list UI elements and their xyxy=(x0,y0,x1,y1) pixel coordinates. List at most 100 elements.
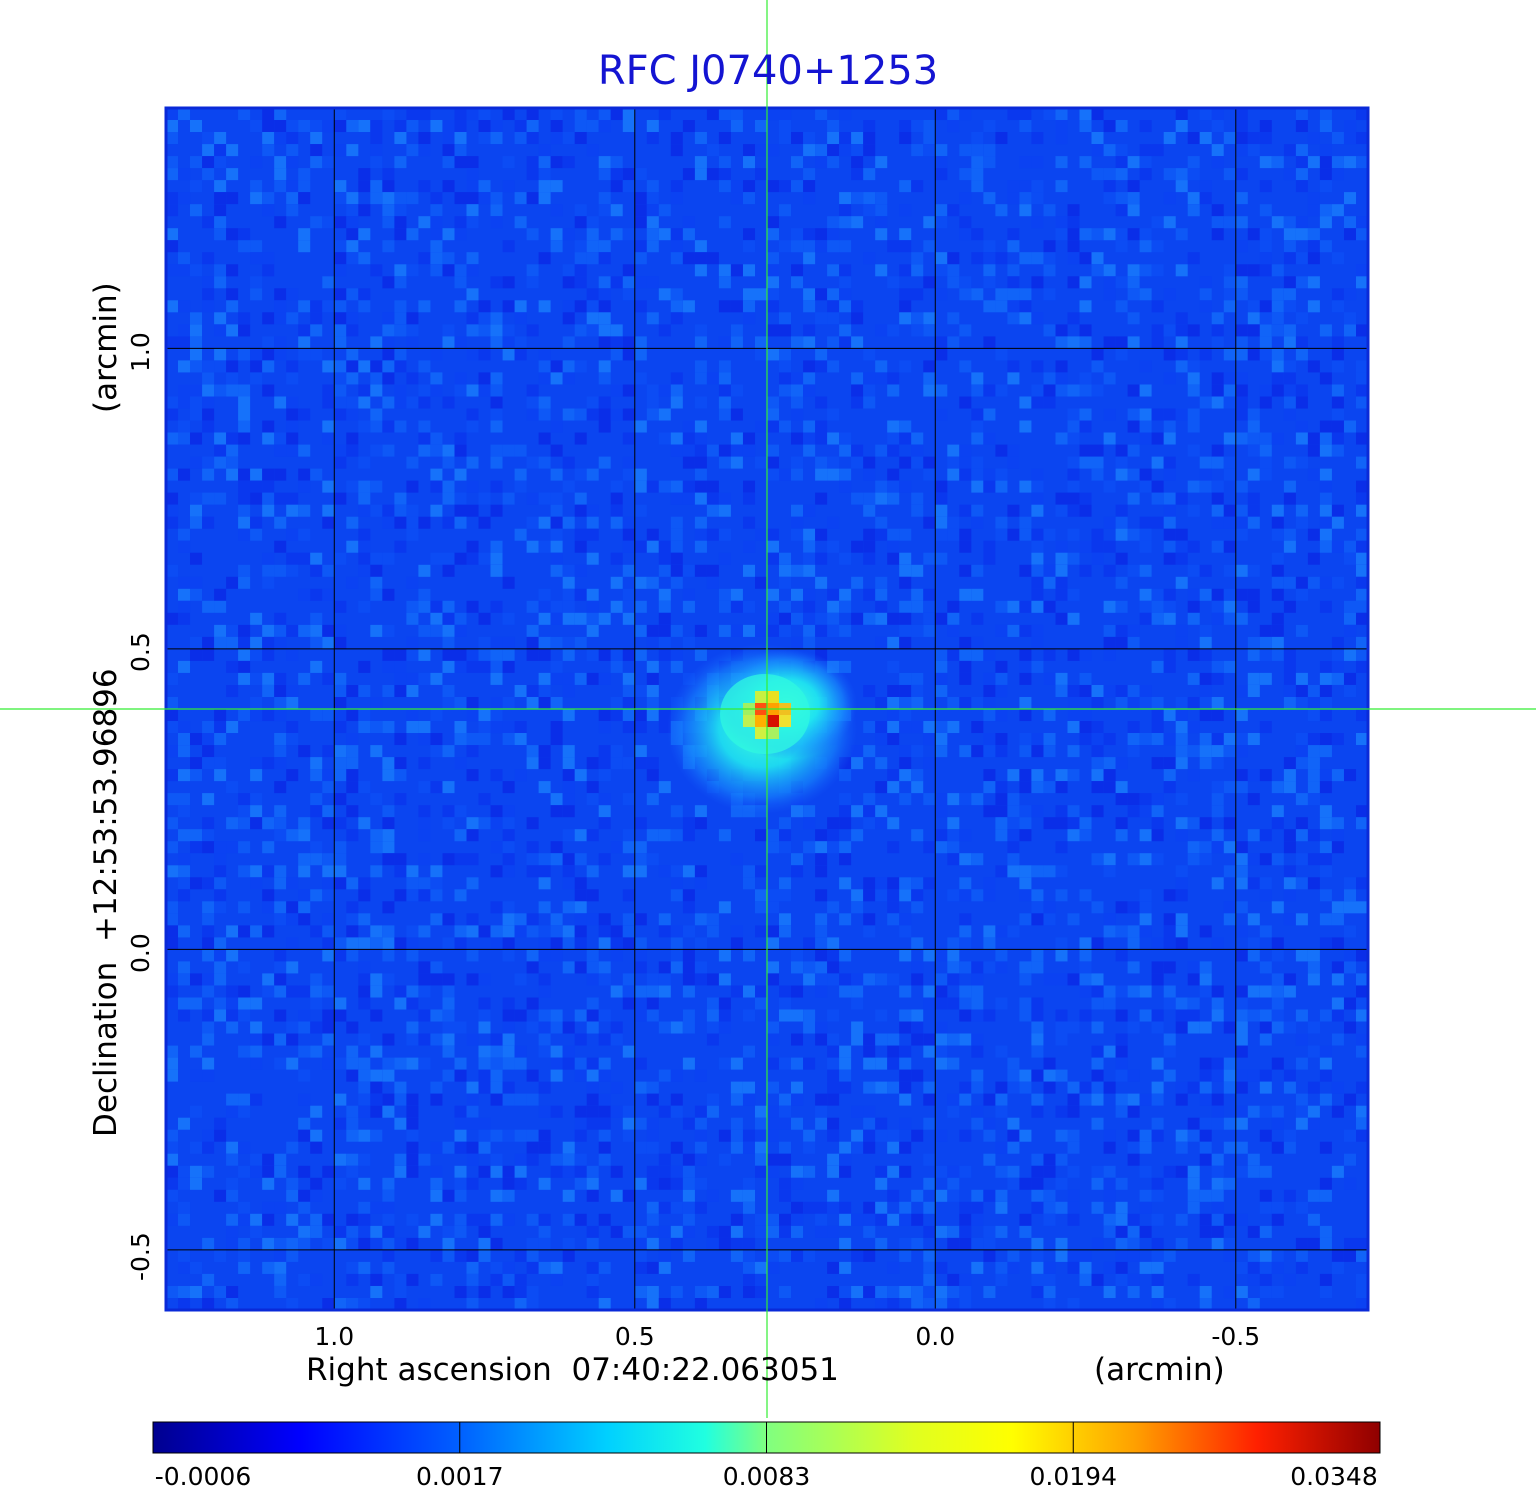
noise-pixel xyxy=(1211,1057,1224,1070)
noise-pixel xyxy=(1307,552,1320,565)
noise-pixel xyxy=(550,108,563,121)
noise-pixel xyxy=(1103,1141,1116,1154)
noise-pixel xyxy=(1115,120,1128,133)
noise-pixel xyxy=(1331,300,1344,313)
noise-pixel xyxy=(887,769,900,782)
noise-pixel xyxy=(442,1237,455,1250)
noise-pixel xyxy=(839,1045,852,1058)
noise-pixel xyxy=(851,132,864,145)
noise-pixel xyxy=(406,985,419,998)
noise-pixel xyxy=(1019,180,1032,193)
noise-pixel xyxy=(598,1298,611,1310)
noise-pixel xyxy=(1211,1177,1224,1190)
noise-pixel xyxy=(839,240,852,253)
noise-pixel xyxy=(1175,877,1188,890)
noise-pixel xyxy=(370,180,383,193)
noise-pixel xyxy=(1175,793,1188,806)
noise-pixel xyxy=(1151,324,1164,337)
noise-pixel xyxy=(718,108,731,121)
noise-pixel xyxy=(598,1009,611,1022)
x-axis-unit: (arcmin) xyxy=(1094,1352,1225,1388)
noise-pixel xyxy=(959,1213,972,1226)
noise-pixel xyxy=(1007,853,1020,866)
noise-pixel xyxy=(478,1117,491,1130)
noise-pixel xyxy=(514,925,527,938)
noise-pixel xyxy=(310,120,323,133)
noise-pixel xyxy=(1043,240,1056,253)
noise-pixel xyxy=(791,180,804,193)
noise-pixel xyxy=(334,444,347,457)
noise-pixel xyxy=(478,300,491,313)
noise-pixel xyxy=(658,480,671,493)
noise-pixel xyxy=(538,600,551,613)
noise-pixel xyxy=(779,1141,792,1154)
noise-pixel xyxy=(730,180,743,193)
noise-pixel xyxy=(983,156,996,169)
noise-pixel xyxy=(1235,1141,1248,1154)
noise-pixel xyxy=(262,132,275,145)
noise-pixel xyxy=(598,420,611,433)
noise-pixel xyxy=(322,636,335,649)
noise-pixel xyxy=(346,1298,359,1310)
noise-pixel xyxy=(286,204,299,217)
noise-pixel xyxy=(490,817,503,830)
noise-pixel xyxy=(791,132,804,145)
noise-pixel xyxy=(1356,456,1368,469)
noise-pixel xyxy=(755,1165,768,1178)
noise-pixel xyxy=(586,949,599,962)
noise-pixel xyxy=(634,1261,647,1274)
noise-pixel xyxy=(983,384,996,397)
noise-pixel xyxy=(226,685,239,698)
noise-pixel xyxy=(238,648,251,661)
noise-pixel xyxy=(370,985,383,998)
noise-pixel xyxy=(466,660,479,673)
noise-pixel xyxy=(947,456,960,469)
noise-pixel xyxy=(394,1273,407,1286)
noise-pixel xyxy=(178,1298,191,1310)
noise-pixel xyxy=(827,961,840,974)
noise-pixel xyxy=(743,516,756,529)
noise-pixel xyxy=(983,552,996,565)
noise-pixel xyxy=(598,1093,611,1106)
noise-pixel xyxy=(382,312,395,325)
noise-pixel xyxy=(803,1057,816,1070)
noise-pixel xyxy=(971,636,984,649)
noise-pixel xyxy=(1103,168,1116,181)
noise-pixel xyxy=(1031,252,1044,265)
noise-pixel xyxy=(1103,985,1116,998)
noise-pixel xyxy=(899,564,912,577)
noise-pixel xyxy=(995,672,1008,685)
noise-pixel xyxy=(875,1117,888,1130)
noise-pixel xyxy=(815,552,828,565)
noise-pixel xyxy=(995,300,1008,313)
noise-pixel xyxy=(959,456,972,469)
noise-pixel xyxy=(839,336,852,349)
noise-pixel xyxy=(226,1021,239,1034)
noise-pixel xyxy=(959,504,972,517)
noise-pixel xyxy=(1187,372,1200,385)
noise-pixel xyxy=(899,204,912,217)
noise-pixel xyxy=(574,1105,587,1118)
noise-pixel xyxy=(490,636,503,649)
noise-pixel xyxy=(274,1009,287,1022)
noise-pixel xyxy=(1079,300,1092,313)
noise-pixel xyxy=(1115,168,1128,181)
noise-pixel xyxy=(1283,660,1296,673)
noise-pixel xyxy=(935,264,948,277)
noise-pixel xyxy=(995,1141,1008,1154)
noise-pixel xyxy=(586,997,599,1010)
noise-pixel xyxy=(1175,1009,1188,1022)
noise-pixel xyxy=(1211,480,1224,493)
noise-pixel xyxy=(1211,384,1224,397)
noise-pixel xyxy=(598,408,611,421)
noise-pixel xyxy=(250,1165,263,1178)
noise-pixel xyxy=(346,937,359,950)
noise-pixel xyxy=(298,853,311,866)
noise-pixel xyxy=(634,336,647,349)
noise-pixel xyxy=(586,829,599,842)
noise-pixel xyxy=(1223,288,1236,301)
noise-pixel xyxy=(1331,1165,1344,1178)
noise-pixel xyxy=(1356,901,1368,914)
noise-pixel xyxy=(1247,672,1260,685)
noise-pixel xyxy=(526,108,539,121)
